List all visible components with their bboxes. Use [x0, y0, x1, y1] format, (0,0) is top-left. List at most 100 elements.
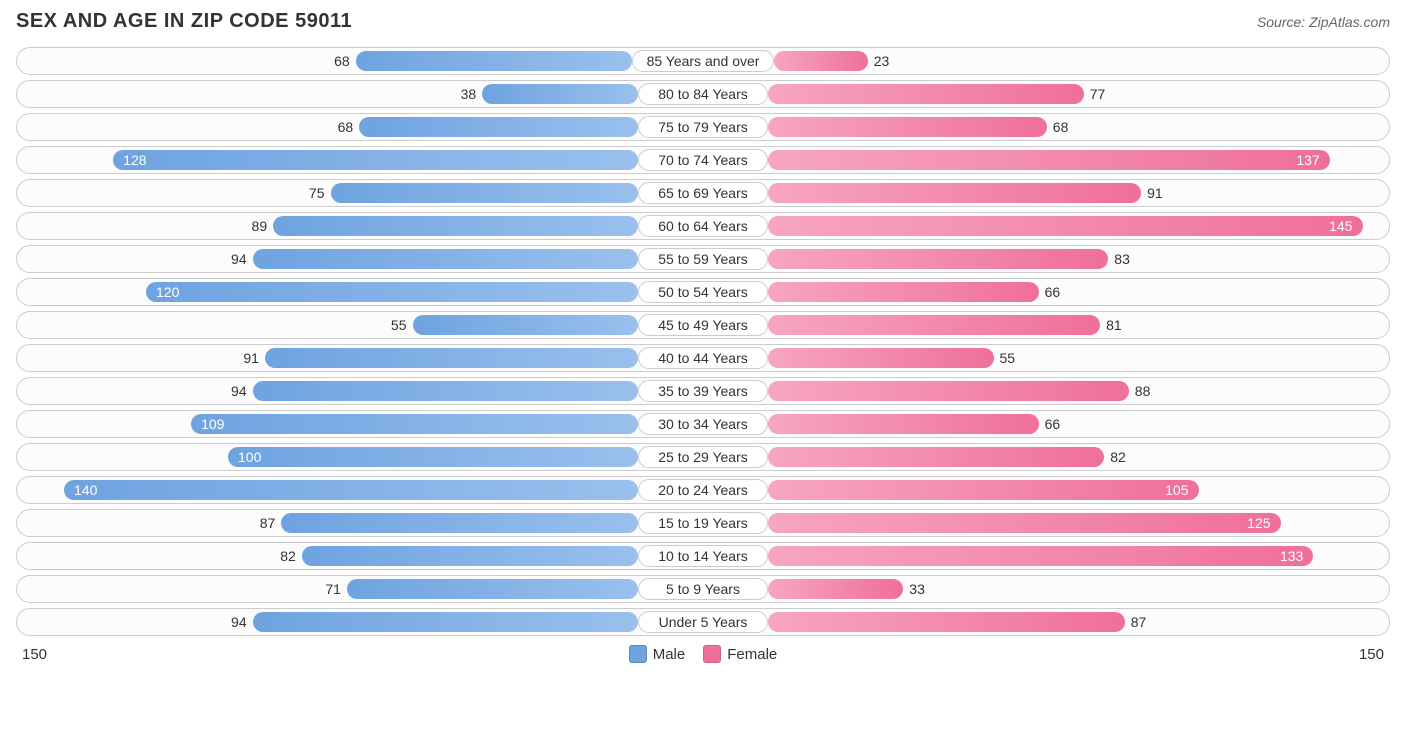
age-group-label: 35 to 39 Years: [638, 380, 768, 402]
axis-max-right: 150: [1359, 646, 1384, 663]
male-bar: [253, 612, 638, 632]
age-group-label: Under 5 Years: [638, 611, 768, 633]
male-value-label: 38: [455, 86, 483, 102]
male-bar: [359, 117, 638, 137]
chart-title: SEX AND AGE IN ZIP CODE 59011: [16, 10, 352, 33]
legend-male: Male: [629, 645, 686, 663]
male-value-label: 55: [385, 317, 413, 333]
chart-row: 8210 to 14 Years133: [16, 542, 1390, 570]
female-bar: 145: [768, 216, 1363, 236]
chart-row: 94 Under 5 Years 87: [16, 608, 1390, 636]
male-bar: [356, 51, 632, 71]
female-bar: [768, 183, 1141, 203]
female-side: 82: [768, 446, 1383, 468]
female-value-label: 87: [1125, 614, 1153, 630]
female-side: 88: [768, 380, 1383, 402]
female-value-label: 68: [1047, 119, 1075, 135]
male-side: 75: [23, 182, 638, 204]
female-bar: [768, 315, 1100, 335]
male-bar: [273, 216, 638, 236]
age-group-label: 20 to 24 Years: [638, 479, 768, 501]
age-group-label: 55 to 59 Years: [638, 248, 768, 270]
male-bar: 100: [228, 447, 638, 467]
female-side: 33: [768, 578, 1383, 600]
female-bar: [768, 447, 1104, 467]
axis-max-left: 150: [22, 646, 47, 663]
female-side: 91: [768, 182, 1383, 204]
female-value-label: 66: [1039, 284, 1067, 300]
female-side: 66: [768, 281, 1383, 303]
chart-footer: 150 Male Female 150: [16, 642, 1390, 666]
female-value-label: 82: [1104, 449, 1132, 465]
male-swatch-icon: [629, 645, 647, 663]
male-side: 68: [23, 116, 638, 138]
male-bar: [281, 513, 638, 533]
male-side: 38: [23, 83, 638, 105]
chart-source: Source: ZipAtlas.com: [1257, 14, 1390, 30]
chart-row: 9435 to 39 Years 88: [16, 377, 1390, 405]
age-group-label: 25 to 29 Years: [638, 446, 768, 468]
chart-legend: Male Female: [629, 645, 778, 663]
male-bar: 109: [191, 414, 638, 434]
chart-row: 7565 to 69 Years 91: [16, 179, 1390, 207]
age-group-label: 70 to 74 Years: [638, 149, 768, 171]
male-value-label: 87: [254, 515, 282, 531]
female-side: 105: [768, 479, 1383, 501]
age-group-label: 50 to 54 Years: [638, 281, 768, 303]
legend-female-label: Female: [727, 646, 777, 663]
male-side: 91: [23, 347, 638, 369]
chart-row: 12050 to 54 Years 66: [16, 278, 1390, 306]
age-group-label: 40 to 44 Years: [638, 347, 768, 369]
male-value-label: 91: [237, 350, 265, 366]
male-bar: [347, 579, 638, 599]
chart-row: 6885 Years and over 23: [16, 47, 1390, 75]
chart-row: 9455 to 59 Years83: [16, 245, 1390, 273]
female-bar: [768, 381, 1129, 401]
female-side: 66: [768, 413, 1383, 435]
male-value-label: 94: [225, 614, 253, 630]
female-side: 77: [768, 83, 1383, 105]
female-value-label: 88: [1129, 383, 1157, 399]
female-value-label: 23: [868, 53, 896, 69]
male-side: 109: [23, 413, 638, 435]
female-bar: [768, 579, 903, 599]
male-bar: 140: [64, 480, 638, 500]
male-bar: [253, 249, 638, 269]
male-side: 82: [23, 545, 638, 567]
male-side: 71: [23, 578, 638, 600]
age-group-label: 85 Years and over: [632, 50, 775, 72]
female-side: 83: [768, 248, 1383, 270]
age-group-label: 15 to 19 Years: [638, 512, 768, 534]
female-bar: 105: [768, 480, 1199, 500]
female-side: 68: [768, 116, 1383, 138]
female-value-label: 91: [1141, 185, 1169, 201]
female-side: 55: [768, 347, 1383, 369]
male-bar: [482, 84, 638, 104]
female-bar: [768, 348, 994, 368]
male-side: 94: [23, 380, 638, 402]
female-bar: [768, 84, 1084, 104]
female-side: 133: [768, 545, 1383, 567]
male-bar: [302, 546, 638, 566]
age-group-label: 65 to 69 Years: [638, 182, 768, 204]
female-side: 81: [768, 314, 1383, 336]
female-bar: [768, 414, 1039, 434]
age-group-label: 5 to 9 Years: [638, 578, 768, 600]
age-group-label: 10 to 14 Years: [638, 545, 768, 567]
female-value-label: 66: [1039, 416, 1067, 432]
female-bar: [774, 51, 867, 71]
female-bar: [768, 249, 1108, 269]
female-side: 87: [768, 611, 1383, 633]
female-swatch-icon: [703, 645, 721, 663]
male-side: 68: [23, 50, 632, 72]
female-value-label: 33: [903, 581, 931, 597]
male-side: 128: [23, 149, 638, 171]
male-side: 89: [23, 215, 638, 237]
age-group-label: 80 to 84 Years: [638, 83, 768, 105]
legend-male-label: Male: [653, 646, 686, 663]
age-group-label: 45 to 49 Years: [638, 314, 768, 336]
male-bar: 128: [113, 150, 638, 170]
male-bar: 120: [146, 282, 638, 302]
male-side: 87: [23, 512, 638, 534]
chart-row: 715 to 9 Years 33: [16, 575, 1390, 603]
